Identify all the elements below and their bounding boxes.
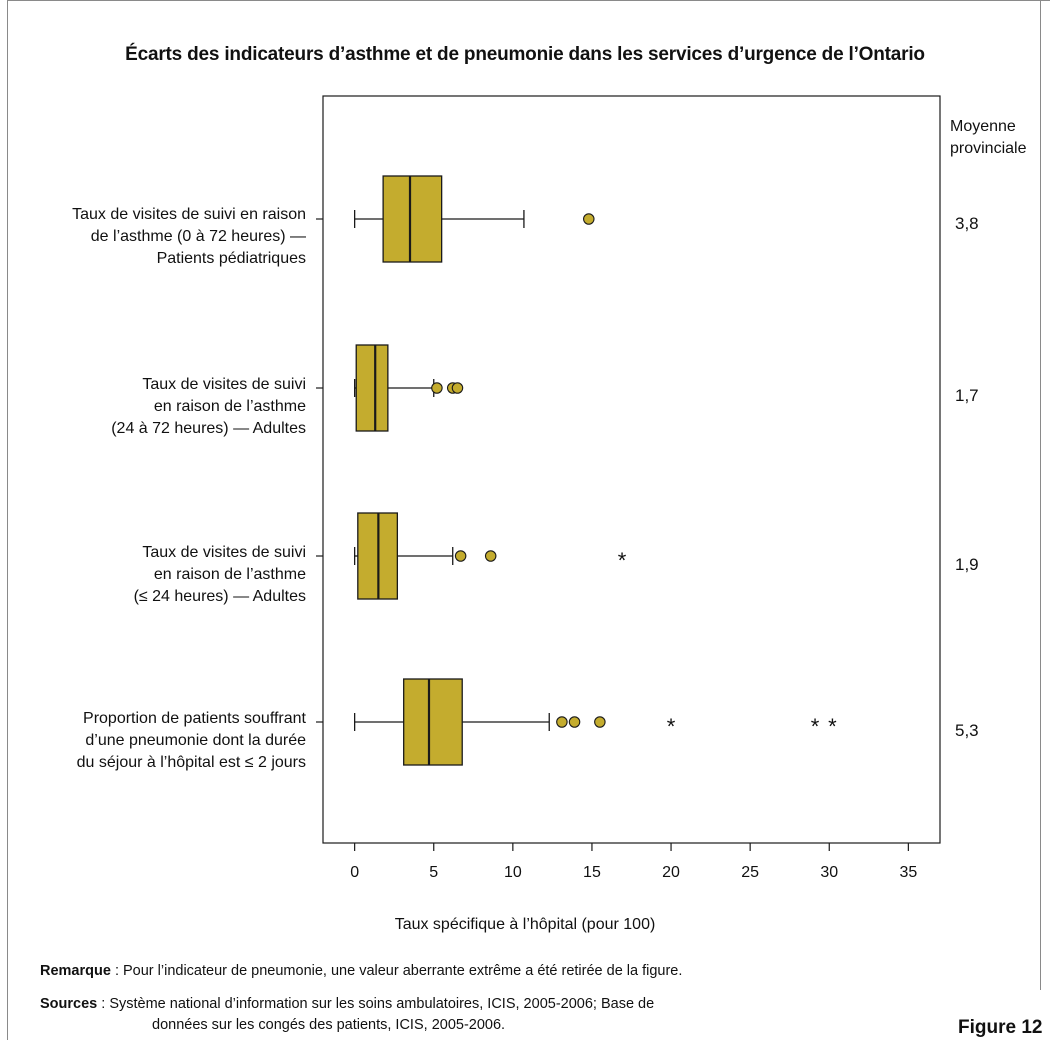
sources-label: Sources: [40, 996, 98, 1012]
outlier-point: [594, 716, 606, 728]
category-label-line: (≤ 24 heures) — Adultes: [133, 588, 306, 605]
box-iqr: [403, 678, 463, 766]
figure-label: Figure 12: [958, 1017, 1043, 1038]
x-tick-label: 25: [741, 864, 759, 881]
provincial-mean-header-line2: provinciale: [950, 140, 1027, 157]
outlier-point: [431, 382, 443, 394]
box-iqr: [382, 175, 443, 263]
provincial-mean-value-2: 1,7: [955, 386, 979, 405]
provincial-mean-header-line1: Moyenne: [950, 118, 1016, 135]
frame-border-left: [7, 0, 8, 1040]
provincial-mean-header: Moyenne provinciale: [950, 116, 1026, 160]
x-axis-label: Taux spécifique à l’hôpital (pour 100): [394, 916, 656, 933]
outlier-point: [484, 550, 497, 562]
category-label-line: d’une pneumonie dont la durée: [85, 732, 306, 749]
category-label-line: du séjour à l’hôpital est ≤ 2 jours: [76, 754, 306, 771]
x-tick-label: 5: [429, 864, 438, 881]
outlier-point: [454, 550, 467, 562]
plot-area-frame: [322, 95, 941, 844]
extreme-point: *: [828, 714, 837, 739]
frame-border-right: [1040, 0, 1041, 990]
box-iqr: [355, 344, 389, 432]
provincial-mean-value-1: 3,8: [955, 214, 979, 233]
category-label-3: Taux de visites de suivi en raison de l’…: [134, 542, 306, 608]
extreme-point: *: [618, 548, 627, 573]
category-label-line: en raison de l’asthme: [153, 398, 306, 415]
sources-line2: données sur les congés des patients, ICI…: [152, 1017, 506, 1033]
extreme-point: *: [667, 714, 676, 739]
outlier-point: [568, 716, 581, 728]
x-tick-label: 20: [662, 864, 680, 881]
category-label-line: Taux de visites de suivi: [142, 376, 306, 393]
category-label-1: Taux de visites de suivi en raison de l’…: [72, 204, 306, 270]
provincial-mean-value-3: 1,9: [955, 555, 979, 574]
outlier-point: [583, 213, 595, 225]
x-tick-label: 10: [504, 864, 522, 881]
x-tick-label: 35: [899, 864, 917, 881]
category-label-2: Taux de visites de suivi en raison de l’…: [111, 374, 306, 440]
outlier-point: [451, 382, 464, 394]
category-label-line: Taux de visites de suivi en raison: [72, 206, 306, 223]
x-tick-label: 0: [350, 864, 359, 881]
category-label-4: Proportion de patients souffrant d’une p…: [77, 708, 306, 774]
outlier-point: [556, 716, 568, 728]
frame-border-top: [7, 0, 1050, 1]
category-label-line: Patients pédiatriques: [156, 250, 306, 267]
note: Remarque : Pour l’indicateur de pneumoni…: [40, 963, 682, 979]
extreme-point: *: [811, 714, 820, 739]
category-label-line: de l’asthme (0 à 72 heures) —: [90, 228, 306, 245]
sources: Sources : Système national d’information…: [40, 994, 654, 1036]
category-label-line: (24 à 72 heures) — Adultes: [111, 420, 306, 437]
note-text: : Pour l’indicateur de pneumonie, une va…: [110, 963, 683, 979]
sources-line1: : Système national d’information sur les…: [97, 996, 655, 1012]
category-label-line: Taux de visites de suivi: [142, 544, 306, 561]
x-tick-label: 15: [583, 864, 601, 881]
category-label-line: en raison de l’asthme: [153, 566, 306, 583]
note-label: Remarque: [40, 963, 111, 979]
chart-title: Écarts des indicateurs d’asthme et de pn…: [125, 44, 925, 65]
provincial-mean-value-4: 5,3: [955, 721, 979, 740]
x-tick-label: 30: [820, 864, 838, 881]
category-label-line: Proportion de patients souffrant: [83, 710, 306, 727]
